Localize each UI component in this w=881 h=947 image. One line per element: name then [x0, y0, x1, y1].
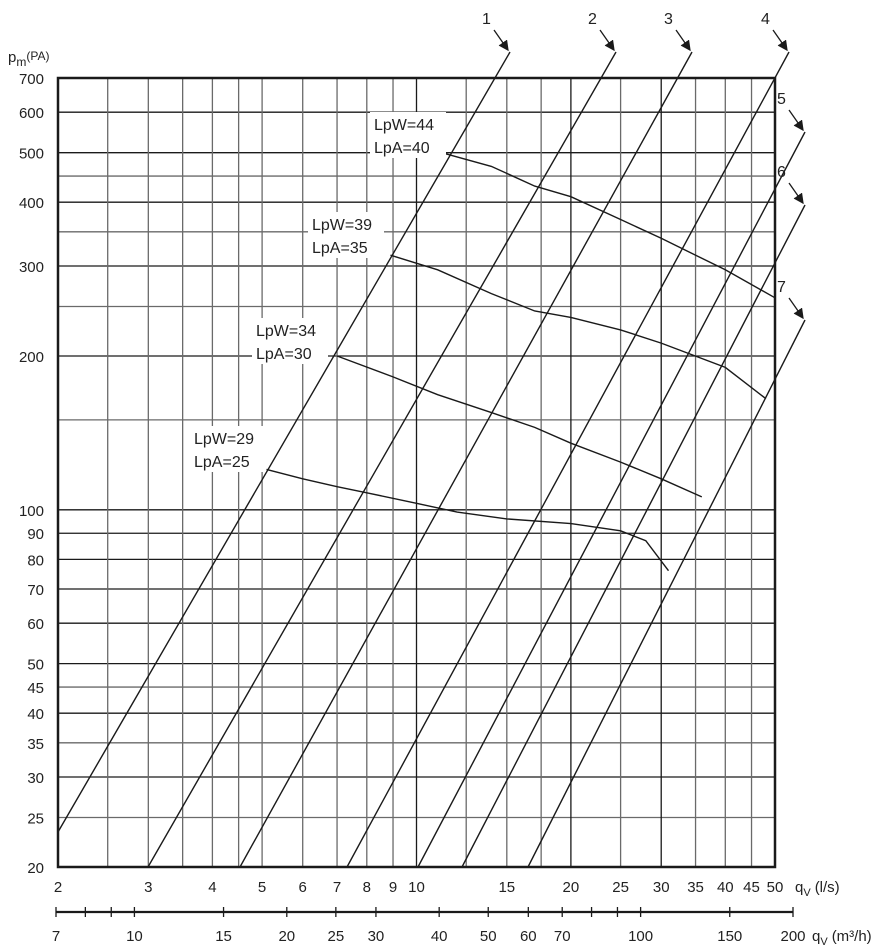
lpa-label: LpA=25	[194, 454, 250, 471]
x2-tick-label: 70	[554, 928, 571, 945]
x-tick-label: 50	[767, 879, 784, 896]
y-tick-label: 600	[19, 105, 44, 122]
x2-tick-label: 20	[278, 928, 295, 945]
noise-curve	[441, 152, 776, 299]
x2-tick-label: 100	[628, 928, 653, 945]
y-tick-label: 35	[27, 736, 44, 753]
y-tick-label: 40	[27, 706, 44, 723]
plot-frame	[56, 76, 777, 869]
y-tick-label: 700	[19, 71, 44, 88]
x-tick-label: 7	[333, 879, 341, 896]
system-curve-label: 2	[588, 11, 597, 28]
y-tick-label: 80	[27, 552, 44, 569]
system-curve-1	[57, 51, 511, 833]
secondary-x-axis: 7 10 15 20 25 30 40 50 60 70 100 150 200	[52, 907, 806, 945]
noise-level-curves	[266, 152, 776, 572]
x2-tick-label: 60	[520, 928, 537, 945]
x-axis-ticks: 2 3 4 5 6 7 8 9 10 15 20 25 30 35 40 45 50	[54, 879, 784, 896]
lpa-label: LpA=35	[312, 240, 368, 257]
y-tick-label: 300	[19, 259, 44, 276]
y-tick-label: 200	[19, 349, 44, 366]
x-tick-label: 10	[408, 879, 425, 896]
x-tick-label: 30	[653, 879, 670, 896]
x-tick-label: 6	[299, 879, 307, 896]
x-tick-label: 2	[54, 879, 62, 896]
y-tick-label: 70	[27, 582, 44, 599]
x-tick-label: 40	[717, 879, 734, 896]
y-axis-label: pm(PA)	[8, 49, 49, 69]
lpw-label: LpW=29	[194, 431, 254, 448]
x2-tick-label: 25	[328, 928, 345, 945]
x2-tick-label: 7	[52, 928, 60, 945]
curve-labels: LpW=44 LpA=40 LpW=39 LpA=35 LpW=34 LpA=30 LpW=…	[190, 112, 446, 472]
system-curve-2	[147, 51, 617, 868]
lpw-label: LpW=44	[374, 117, 434, 134]
x-tick-label: 20	[563, 879, 580, 896]
y-tick-label: 25	[27, 810, 44, 827]
x2-tick-label: 15	[215, 928, 232, 945]
system-curve-5	[417, 131, 806, 868]
system-curve-label: 5	[777, 91, 786, 108]
system-curve-3	[239, 51, 693, 868]
arrow-icon	[493, 29, 509, 52]
system-curve-label: 7	[777, 279, 786, 296]
arrow-icon	[788, 109, 804, 132]
lpw-label: LpW=39	[312, 217, 372, 234]
arrow-icon	[675, 29, 691, 52]
x2-tick-label: 30	[368, 928, 385, 945]
x-tick-label: 3	[144, 879, 152, 896]
system-curve-label: 3	[664, 11, 673, 28]
x-tick-label: 45	[743, 879, 760, 896]
system-curve-label: 1	[482, 11, 491, 28]
y-axis-ticks: 20 25 30 35 40 45 50 60 70 80 90 100 200 300 400 500 600…	[19, 71, 44, 877]
x2-tick-label: 50	[480, 928, 497, 945]
y-tick-label: 100	[19, 503, 44, 520]
arrow-icon	[788, 182, 804, 205]
arrow-icon	[772, 29, 788, 52]
x-tick-label: 5	[258, 879, 266, 896]
y-tick-label: 60	[27, 616, 44, 633]
x2-tick-label: 150	[717, 928, 742, 945]
x-tick-label: 15	[498, 879, 515, 896]
system-curve-label: 4	[761, 11, 770, 28]
system-curve-label: 6	[777, 164, 786, 181]
x-tick-label: 8	[363, 879, 371, 896]
x2-tick-label: 40	[431, 928, 448, 945]
lpa-label: LpA=30	[256, 346, 312, 363]
x2-axis-label: qV (m³/h)	[812, 928, 872, 947]
system-curve-4	[346, 51, 790, 868]
noise-curve	[336, 355, 703, 498]
noise-curve	[266, 468, 670, 572]
noise-curve	[390, 254, 767, 400]
y-tick-label: 500	[19, 146, 44, 163]
y-tick-label: 400	[19, 195, 44, 212]
x-tick-label: 9	[389, 879, 397, 896]
x2-tick-label: 10	[126, 928, 143, 945]
x-tick-label: 25	[612, 879, 629, 896]
lpa-label: LpA=40	[374, 140, 430, 157]
arrow-icon	[788, 297, 804, 320]
lpw-label: LpW=34	[256, 323, 316, 340]
x-tick-label: 4	[208, 879, 216, 896]
x-axis-label: qV (l/s)	[795, 879, 840, 899]
y-tick-label: 20	[27, 860, 44, 877]
y-tick-label: 45	[27, 680, 44, 697]
x2-tick-label: 200	[780, 928, 805, 945]
arrow-icon	[599, 29, 615, 52]
grid	[57, 77, 776, 868]
y-tick-label: 50	[27, 657, 44, 674]
system-curve-7	[527, 319, 806, 868]
x-tick-label: 35	[687, 879, 704, 896]
y-tick-label: 30	[27, 770, 44, 787]
y-tick-label: 90	[27, 526, 44, 543]
